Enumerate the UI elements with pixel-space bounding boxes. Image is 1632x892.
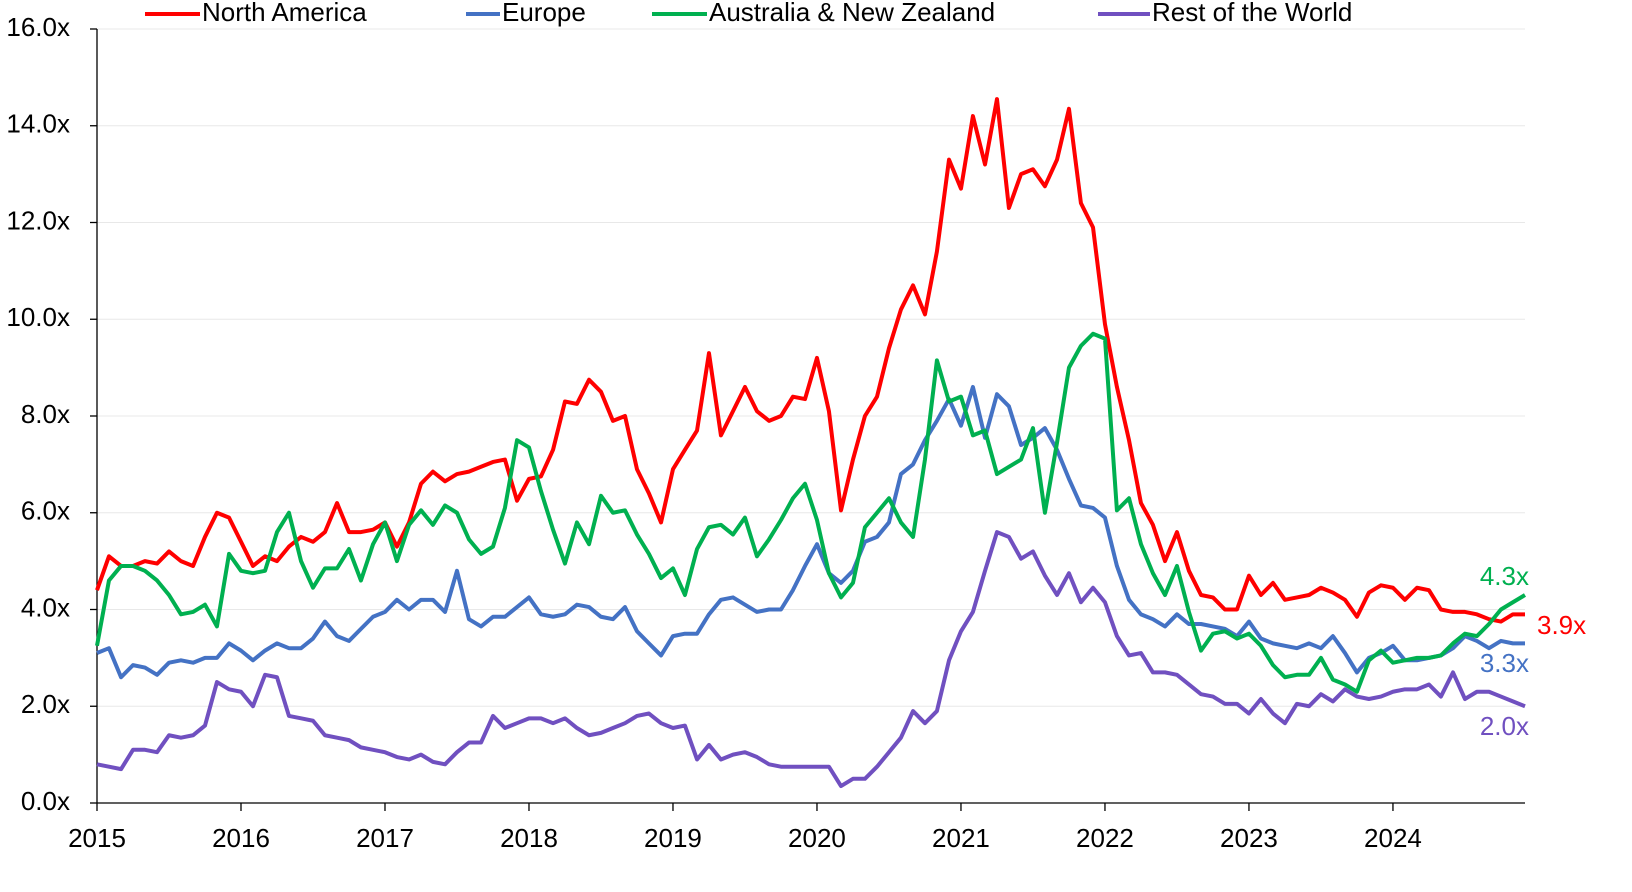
legend-label: Australia & New Zealand [709,0,995,27]
end-label: 2.0x [1480,711,1529,741]
x-tick-label: 2019 [644,823,702,853]
series-line [95,97,1525,624]
legend-label: Rest of the World [1152,0,1352,27]
x-tick-label: 2022 [1076,823,1134,853]
series-line [96,530,1526,789]
y-tick-label: 0.0x [21,786,70,816]
y-tick-label: 16.0x [6,12,70,42]
y-tick-label: 10.0x [6,302,70,332]
x-tick-label: 2020 [788,823,846,853]
x-tick-label: 2024 [1364,823,1422,853]
end-label: 3.3x [1480,648,1529,678]
y-tick-label: 8.0x [21,399,70,429]
series-line [95,331,1527,694]
series-line [96,384,1525,680]
end-label: 4.3x [1480,561,1529,591]
y-tick-label: 4.0x [21,592,70,622]
end-label: 3.9x [1537,610,1586,640]
x-tick-label: 2016 [212,823,270,853]
x-tick-label: 2017 [356,823,414,853]
legend-label: North America [202,0,367,27]
y-tick-label: 2.0x [21,689,70,719]
x-tick-label: 2015 [68,823,126,853]
y-tick-label: 6.0x [21,496,70,526]
x-tick-label: 2021 [932,823,990,853]
legend-label: Europe [502,0,586,27]
x-tick-label: 2023 [1220,823,1278,853]
y-tick-label: 14.0x [6,109,70,139]
x-tick-label: 2018 [500,823,558,853]
y-tick-label: 12.0x [6,205,70,235]
